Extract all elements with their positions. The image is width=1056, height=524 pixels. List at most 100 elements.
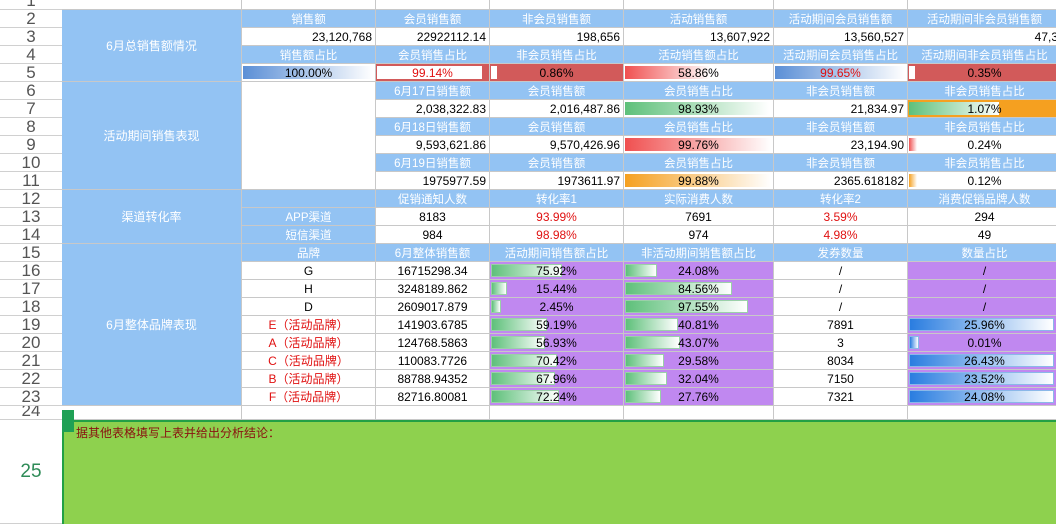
header-cell[interactable]: 活动期间销售额占比 (490, 244, 624, 262)
header-cell[interactable]: 非会员销售占比 (908, 82, 1056, 100)
row-header[interactable]: 17 (0, 280, 62, 298)
value-cell[interactable]: 9,593,621.86 (376, 136, 490, 154)
header-cell[interactable]: 会员销售占比 (624, 154, 774, 172)
pct-cell[interactable]: 0.86% (490, 64, 624, 82)
pct-cell[interactable]: 99.65% (774, 64, 908, 82)
pct-cell[interactable]: 97.55% (624, 298, 774, 316)
value-cell[interactable]: 198,656 (490, 28, 624, 46)
value-cell[interactable]: / (774, 280, 908, 298)
value-cell[interactable]: 294 (908, 208, 1056, 226)
pct-cell[interactable]: 24.08% (624, 262, 774, 280)
value-cell[interactable]: 21,834.97 (774, 100, 908, 118)
header-cell[interactable]: 非会员销售占比 (908, 118, 1056, 136)
pct-cell[interactable]: 29.58% (624, 352, 774, 370)
header-cell[interactable]: 会员销售占比 (624, 118, 774, 136)
value-cell[interactable]: 98.98% (490, 226, 624, 244)
row-header[interactable]: 11 (0, 172, 62, 190)
empty-cell[interactable] (908, 0, 1056, 10)
row-header[interactable]: 25 (0, 420, 62, 524)
header-cell[interactable]: 会员销售额 (490, 154, 624, 172)
brand-name[interactable]: B（活动品牌） (242, 370, 376, 388)
header-cell[interactable]: 会员销售占比 (376, 46, 490, 64)
value-cell[interactable]: 13,560,527 (774, 28, 908, 46)
header-cell[interactable]: 会员销售占比 (624, 82, 774, 100)
row-header[interactable]: 21 (0, 352, 62, 370)
pct-cell[interactable]: 0.24% (908, 136, 1056, 154)
pct-cell[interactable]: 24.08% (908, 388, 1056, 406)
header-cell[interactable]: 活动销售额占比 (624, 46, 774, 64)
value-cell[interactable]: 9,570,426.96 (490, 136, 624, 154)
pct-cell[interactable]: 70.42% (490, 352, 624, 370)
pct-cell[interactable]: / (908, 262, 1056, 280)
pct-cell[interactable]: 58.86% (624, 64, 774, 82)
header-cell[interactable]: 6月19日销售额 (376, 154, 490, 172)
value-cell[interactable]: 7891 (774, 316, 908, 334)
pct-cell[interactable]: 43.07% (624, 334, 774, 352)
header-cell[interactable]: 非活动期间销售额占比 (624, 244, 774, 262)
value-cell[interactable]: 49 (908, 226, 1056, 244)
row-header[interactable]: 1 (0, 0, 62, 10)
pct-cell[interactable]: / (908, 280, 1056, 298)
row-header[interactable]: 8 (0, 118, 62, 136)
header-cell[interactable]: 6月18日销售额 (376, 118, 490, 136)
pct-cell[interactable]: 25.96% (908, 316, 1056, 334)
header-cell[interactable]: 消费促销品牌人数 (908, 190, 1056, 208)
value-cell[interactable]: 974 (624, 226, 774, 244)
header-cell[interactable]: 6月整体销售额 (376, 244, 490, 262)
row-header[interactable]: 5 (0, 64, 62, 82)
value-cell[interactable]: 3 (774, 334, 908, 352)
row-header[interactable]: 6 (0, 82, 62, 100)
pct-cell[interactable]: 0.12% (908, 172, 1056, 190)
pct-cell[interactable]: 99.14% (376, 64, 490, 82)
pct-cell[interactable]: 84.56% (624, 280, 774, 298)
value-cell[interactable]: 2609017.879 (376, 298, 490, 316)
value-cell[interactable]: 88788.94352 (376, 370, 490, 388)
header-cell[interactable]: 促销通知人数 (376, 190, 490, 208)
value-cell[interactable]: 8034 (774, 352, 908, 370)
value-cell[interactable]: 2,038,322.83 (376, 100, 490, 118)
pct-cell[interactable]: 99.76% (624, 136, 774, 154)
brand-name[interactable]: E（活动品牌） (242, 316, 376, 334)
value-cell[interactable]: 110083.7726 (376, 352, 490, 370)
value-cell[interactable]: 1973611.97 (490, 172, 624, 190)
header-cell[interactable]: 会员销售额 (490, 118, 624, 136)
pct-cell[interactable]: 72.24% (490, 388, 624, 406)
row-header[interactable]: 23 (0, 388, 62, 406)
row-header[interactable]: 18 (0, 298, 62, 316)
value-cell[interactable]: 3248189.862 (376, 280, 490, 298)
brand-name[interactable]: D (242, 298, 376, 316)
pct-cell[interactable]: 0.01% (908, 334, 1056, 352)
pct-cell[interactable]: 2.45% (490, 298, 624, 316)
pct-cell[interactable]: 56.93% (490, 334, 624, 352)
value-cell[interactable]: 8183 (376, 208, 490, 226)
header-cell[interactable]: 非会员销售额 (774, 118, 908, 136)
value-cell[interactable]: 4.98% (774, 226, 908, 244)
empty-cell[interactable] (376, 0, 490, 10)
pct-cell[interactable]: 23.52% (908, 370, 1056, 388)
section-label-total[interactable]: 6月总销售额情况 (62, 10, 242, 82)
empty-cell[interactable] (62, 406, 242, 420)
section-label-brand[interactable]: 6月整体品牌表现 (62, 244, 242, 406)
pct-cell[interactable]: 40.81% (624, 316, 774, 334)
header-cell[interactable]: 活动期间非会员销售占比 (908, 46, 1056, 64)
value-cell[interactable]: 16715298.34 (376, 262, 490, 280)
row-header[interactable]: 10 (0, 154, 62, 172)
value-cell[interactable]: 7691 (624, 208, 774, 226)
value-cell[interactable]: 22922112.14 (376, 28, 490, 46)
header-cell[interactable]: 品牌 (242, 244, 376, 262)
header-cell[interactable]: 非会员销售额 (774, 154, 908, 172)
header-cell[interactable]: 会员销售额 (376, 10, 490, 28)
section-label-channel[interactable]: 渠道转化率 (62, 190, 242, 244)
pct-cell[interactable]: 27.76% (624, 388, 774, 406)
pct-cell[interactable]: 100.00% (242, 64, 376, 82)
value-cell[interactable]: 23,120,768 (242, 28, 376, 46)
empty-cell[interactable] (62, 0, 242, 10)
pct-cell[interactable]: / (908, 298, 1056, 316)
value-cell[interactable]: 3.59% (774, 208, 908, 226)
empty-cell[interactable] (774, 0, 908, 10)
brand-name[interactable]: A（活动品牌） (242, 334, 376, 352)
channel-label[interactable]: 短信渠道 (242, 226, 376, 244)
value-cell[interactable]: / (774, 298, 908, 316)
empty-cell[interactable] (624, 406, 774, 420)
row-header[interactable]: 13 (0, 208, 62, 226)
